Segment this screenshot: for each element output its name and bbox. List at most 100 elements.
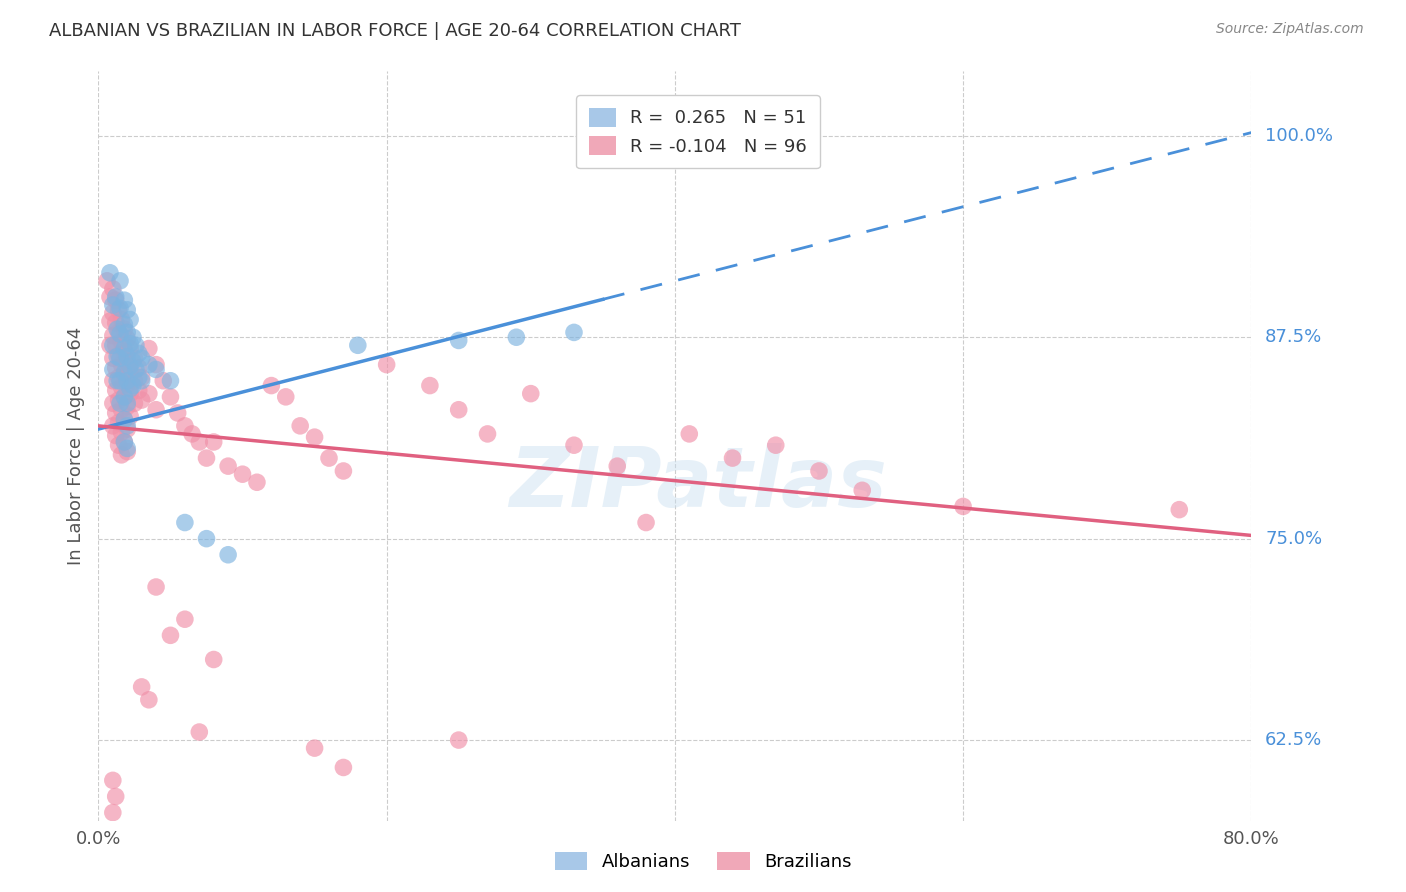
Point <box>110 358 132 372</box>
Point <box>112 412 135 426</box>
Point <box>128 346 150 360</box>
Point <box>138 386 160 401</box>
Point <box>124 396 146 410</box>
Point <box>110 402 132 417</box>
Point <box>636 516 658 530</box>
Point <box>101 298 124 312</box>
Point <box>128 370 150 384</box>
Point <box>318 451 340 466</box>
Point <box>217 459 239 474</box>
Point <box>117 444 139 458</box>
Legend: Albanians, Brazilians: Albanians, Brazilians <box>547 845 859 879</box>
Point <box>117 376 139 391</box>
Point <box>188 434 211 449</box>
Point <box>107 370 129 384</box>
Point <box>117 332 139 346</box>
Point <box>131 370 153 384</box>
Point <box>131 393 153 408</box>
Text: 100.0%: 100.0% <box>1265 127 1333 145</box>
Point <box>101 328 124 343</box>
Point <box>107 393 129 408</box>
Point <box>447 334 470 348</box>
Text: ZIPatlas: ZIPatlas <box>509 443 887 524</box>
Point <box>145 362 167 376</box>
Point <box>188 725 211 739</box>
Point <box>98 290 121 304</box>
Point <box>117 354 139 368</box>
Point <box>105 322 128 336</box>
Point <box>112 368 135 382</box>
Point <box>112 390 135 404</box>
Point <box>110 334 132 349</box>
Point <box>122 330 145 344</box>
Text: 87.5%: 87.5% <box>1265 328 1323 346</box>
Point <box>104 293 127 308</box>
Point <box>112 318 135 332</box>
Point <box>107 348 129 362</box>
Point <box>117 350 139 364</box>
Point <box>108 351 131 366</box>
Point <box>1168 502 1191 516</box>
Point <box>195 451 218 466</box>
Point <box>138 342 160 356</box>
Point <box>101 805 124 820</box>
Point <box>290 418 312 433</box>
Point <box>131 374 153 388</box>
Point <box>202 434 225 449</box>
Point <box>520 386 543 401</box>
Point <box>117 418 139 433</box>
Y-axis label: In Labor Force | Age 20-64: In Labor Force | Age 20-64 <box>66 326 84 566</box>
Point <box>145 402 167 417</box>
Point <box>110 380 132 394</box>
Point <box>174 612 197 626</box>
Point <box>159 628 181 642</box>
Point <box>104 360 127 375</box>
Point <box>101 306 124 320</box>
Point <box>159 390 181 404</box>
Point <box>202 652 225 666</box>
Point <box>128 360 150 375</box>
Point <box>304 430 326 444</box>
Point <box>131 351 153 366</box>
Point <box>260 378 283 392</box>
Point <box>477 426 499 441</box>
Point <box>124 351 146 366</box>
Point <box>108 301 131 316</box>
Point <box>104 406 127 420</box>
Point <box>112 322 135 336</box>
Point <box>112 342 135 356</box>
Point <box>108 274 131 288</box>
Point <box>101 374 124 388</box>
Point <box>107 326 129 340</box>
Point <box>105 374 128 388</box>
Point <box>174 516 197 530</box>
Point <box>678 426 700 441</box>
Point <box>108 326 131 341</box>
Point <box>117 422 139 436</box>
Point <box>505 330 527 344</box>
Point <box>419 378 441 392</box>
Point <box>104 428 127 442</box>
Text: 62.5%: 62.5% <box>1265 731 1323 749</box>
Point <box>96 274 118 288</box>
Point <box>101 418 124 433</box>
Point <box>104 290 127 304</box>
Point <box>120 364 142 378</box>
Point <box>117 326 139 340</box>
Point <box>112 366 135 380</box>
Point <box>562 438 585 452</box>
Point <box>124 374 146 388</box>
Point <box>159 374 181 388</box>
Point <box>110 312 132 326</box>
Point <box>112 412 135 426</box>
Point <box>104 338 127 352</box>
Point <box>117 400 139 414</box>
Point <box>101 282 124 296</box>
Point <box>447 402 470 417</box>
Point <box>98 338 121 352</box>
Point <box>195 532 218 546</box>
Point <box>112 293 135 308</box>
Text: 75.0%: 75.0% <box>1265 530 1323 548</box>
Point <box>952 500 974 514</box>
Point <box>110 448 132 462</box>
